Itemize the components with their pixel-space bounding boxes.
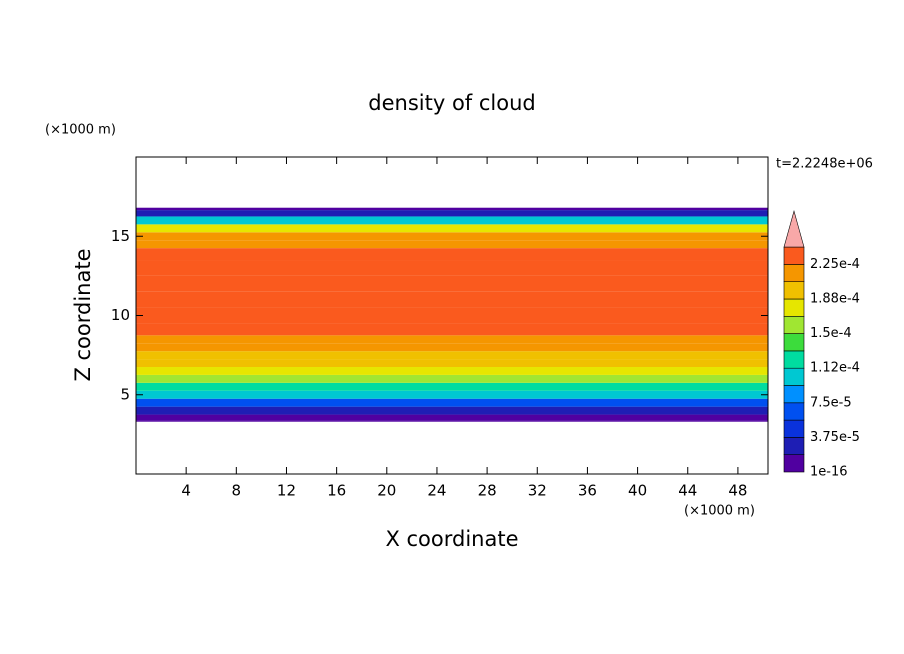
- contour-band: [136, 335, 768, 344]
- contour-band: [136, 216, 768, 225]
- contour-band: [136, 248, 768, 261]
- colorbar-box: [783, 315, 805, 334]
- x-tick-label: 12: [277, 482, 296, 500]
- colorbar-label: 7.5e-5: [810, 395, 852, 410]
- contour-band: [136, 275, 768, 292]
- contour-band: [136, 420, 768, 422]
- colorbar-label: 1.5e-4: [810, 326, 852, 341]
- contour-band: [136, 207, 768, 211]
- contour-band: [136, 240, 768, 249]
- x-tick-label: 48: [728, 482, 747, 500]
- colorbar-label: 1.12e-4: [810, 361, 860, 376]
- x-tick-label: 24: [427, 482, 446, 500]
- y-tick-label: 5: [120, 385, 130, 403]
- contour-band: [136, 210, 768, 217]
- contour-band: [136, 232, 768, 241]
- contour-band: [136, 351, 768, 360]
- contour-band: [136, 224, 768, 233]
- colorbar-box: [783, 333, 805, 352]
- colorbar-box: [783, 264, 805, 282]
- time-label: t=2.2248e+06: [776, 157, 873, 172]
- x-unit: (×1000 m): [684, 504, 755, 519]
- colorbar-triangle: [783, 209, 805, 248]
- contour-band: [136, 406, 768, 415]
- contour-band: [136, 398, 768, 407]
- y-tick-label: 15: [111, 227, 130, 245]
- colorbar-label: 3.75e-5: [810, 430, 860, 445]
- colorbar-box: [783, 246, 805, 265]
- contour-band: [136, 307, 768, 324]
- contour-band: [136, 414, 768, 421]
- y-tick-label: 10: [111, 306, 130, 324]
- colorbar-label: 2.25e-4: [810, 257, 860, 272]
- colorbar-box: [783, 419, 805, 438]
- contour-band: [136, 374, 768, 383]
- x-tick-label: 4: [181, 482, 191, 500]
- x-tick-label: 20: [377, 482, 396, 500]
- x-tick-label: 36: [578, 482, 597, 500]
- x-axis-label: X coordinate: [385, 527, 518, 551]
- colorbar-box: [783, 281, 805, 300]
- contour-band: [136, 382, 768, 391]
- colorbar-label: 1e-16: [810, 465, 848, 480]
- contour-band: [136, 367, 768, 375]
- contour-band: [136, 291, 768, 308]
- colorbar-box: [783, 437, 805, 455]
- x-tick-label: 32: [528, 482, 547, 500]
- x-tick-label: 16: [327, 482, 346, 500]
- colorbar-box: [783, 402, 805, 421]
- chart-title: density of cloud: [368, 91, 535, 115]
- contour-band: [136, 390, 768, 399]
- colorbar-box: [783, 385, 805, 404]
- y-axis-label: Z coordinate: [71, 248, 95, 381]
- x-tick-label: 28: [478, 482, 497, 500]
- colorbar-box: [783, 350, 805, 369]
- colorbar-box: [783, 367, 805, 386]
- contour-band: [136, 359, 768, 368]
- colorbar-box: [783, 298, 805, 317]
- contour-band: [136, 343, 768, 352]
- contour-band: [136, 260, 768, 276]
- y-unit: (×1000 m): [45, 123, 116, 138]
- colorbar-box: [783, 454, 805, 473]
- colorbar-label: 1.88e-4: [810, 292, 860, 307]
- x-tick-label: 44: [678, 482, 697, 500]
- x-tick-label: 40: [628, 482, 647, 500]
- x-tick-label: 8: [232, 482, 242, 500]
- contour-band: [136, 323, 768, 336]
